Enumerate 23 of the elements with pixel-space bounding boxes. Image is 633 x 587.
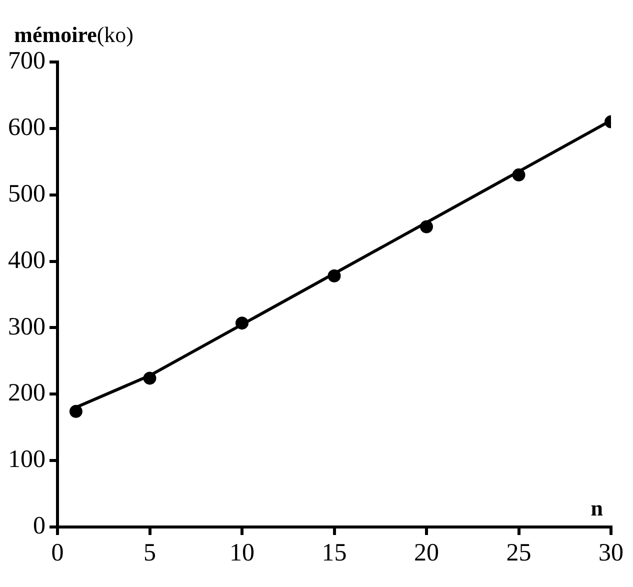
y-tick-label: 500	[8, 180, 46, 208]
y-tick-label: 200	[8, 380, 46, 407]
y-tick-label: 100	[8, 446, 46, 474]
x-tick-label: 20	[414, 540, 439, 567]
point	[69, 404, 82, 418]
y-tick-label: 700	[8, 48, 46, 75]
y-tick-label: 400	[8, 246, 46, 274]
point	[328, 269, 341, 282]
point	[512, 168, 526, 182]
y-tick-label: 600	[8, 114, 46, 141]
x-tick-label: 25	[506, 540, 532, 567]
x-tick-label: 15	[322, 540, 347, 567]
x-tick-label: 30	[598, 540, 624, 567]
point	[236, 316, 248, 330]
x-tick-label: 10	[230, 540, 254, 567]
x-tick-label: 0	[51, 540, 64, 567]
point	[420, 220, 433, 234]
x-axis-title: n	[590, 496, 603, 521]
y-tick-label: 300	[8, 313, 46, 340]
x-tick-label: 5	[144, 540, 156, 567]
y-axis-title: mémoire(ko)	[14, 22, 134, 47]
y-tick-label: 0	[33, 512, 46, 540]
point	[143, 372, 156, 385]
